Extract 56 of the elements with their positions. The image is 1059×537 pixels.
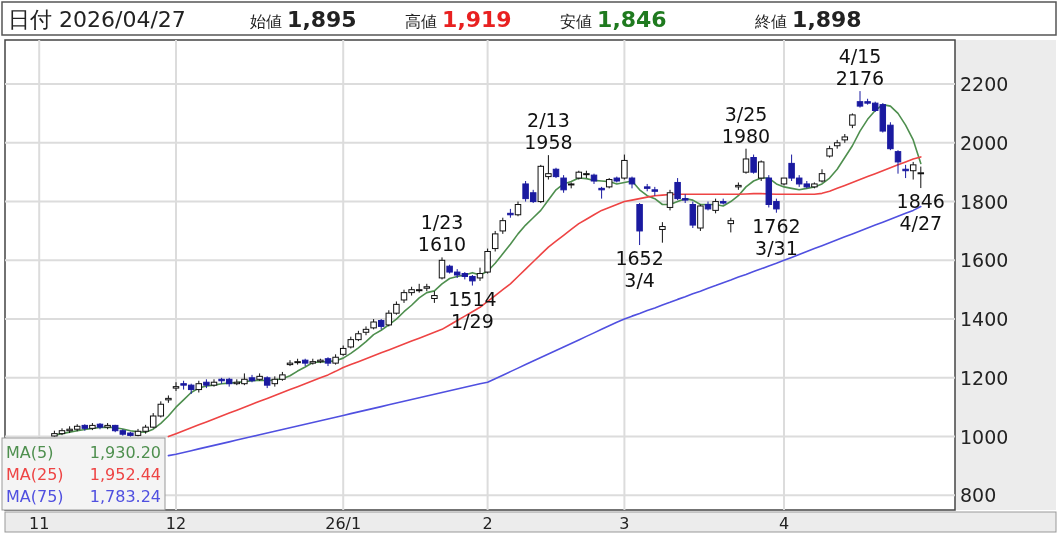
annotation: 1,952.44	[89, 465, 161, 484]
annotation: 3/4	[624, 269, 655, 292]
annotation: 1958	[524, 131, 573, 154]
candlestick	[697, 204, 704, 232]
annotation: 1846	[896, 190, 945, 213]
y-tick-label: 1800	[960, 190, 1009, 213]
candlestick	[666, 189, 674, 211]
candlestick	[484, 248, 491, 275]
candlestick	[689, 201, 697, 229]
candlestick	[917, 166, 925, 189]
x-tick-label: 11	[29, 514, 50, 533]
y-tick-label: 1600	[960, 249, 1009, 272]
annotation: 2/13	[527, 109, 570, 132]
candlestick	[476, 267, 484, 282]
candlestick	[757, 159, 765, 182]
candlestick	[362, 325, 370, 336]
annotation: 1/29	[451, 309, 494, 332]
text: MA(25)	[6, 465, 64, 484]
annotation: 4/15	[838, 45, 882, 68]
text: 始値 1,895	[250, 7, 357, 32]
candlestick	[210, 378, 218, 388]
x-tick-label: 2	[482, 514, 493, 533]
annotation: 1,783.24	[89, 487, 161, 506]
annotation: 1980	[721, 124, 771, 147]
y-tick-label: 2000	[960, 131, 1009, 154]
annotation: 1610	[417, 233, 467, 256]
y-tick-label: 1400	[960, 308, 1009, 331]
candlestick	[491, 230, 499, 252]
y-tick-label: 2200	[960, 73, 1009, 96]
candlestick	[894, 149, 902, 175]
annotation: 4/27	[899, 212, 943, 235]
annotation: 3/25	[724, 102, 768, 125]
x-tick-label: 4	[778, 514, 790, 533]
text: 高値 1,919	[405, 7, 512, 32]
text: 安値 1,846	[560, 7, 667, 32]
candlestick	[172, 381, 180, 392]
candlestick	[750, 154, 757, 175]
x-tick-label: 12	[165, 514, 187, 533]
annotation: 1/23	[420, 211, 464, 234]
x-tick-label: 3	[619, 514, 630, 533]
x-tick-label: 26/1	[325, 514, 362, 533]
series-label: MA(5)	[6, 443, 54, 462]
chart-title: 日付 2026/04/27	[8, 7, 186, 32]
y-tick-label: 800	[960, 484, 997, 507]
annotation: 2176	[835, 67, 885, 90]
annotation: 3/31	[755, 236, 798, 259]
annotation: 1652	[615, 247, 664, 270]
y-tick-label: 1000	[960, 425, 1009, 448]
annotation: 1762	[752, 214, 801, 237]
candlestick	[621, 154, 628, 181]
y-tick-label: 1200	[960, 366, 1009, 389]
text: MA(75)	[6, 487, 64, 506]
candlestick	[659, 221, 666, 244]
text: 終値 1,898	[754, 7, 862, 32]
candlestick	[742, 148, 750, 175]
annotation: 1,930.20	[89, 443, 161, 462]
